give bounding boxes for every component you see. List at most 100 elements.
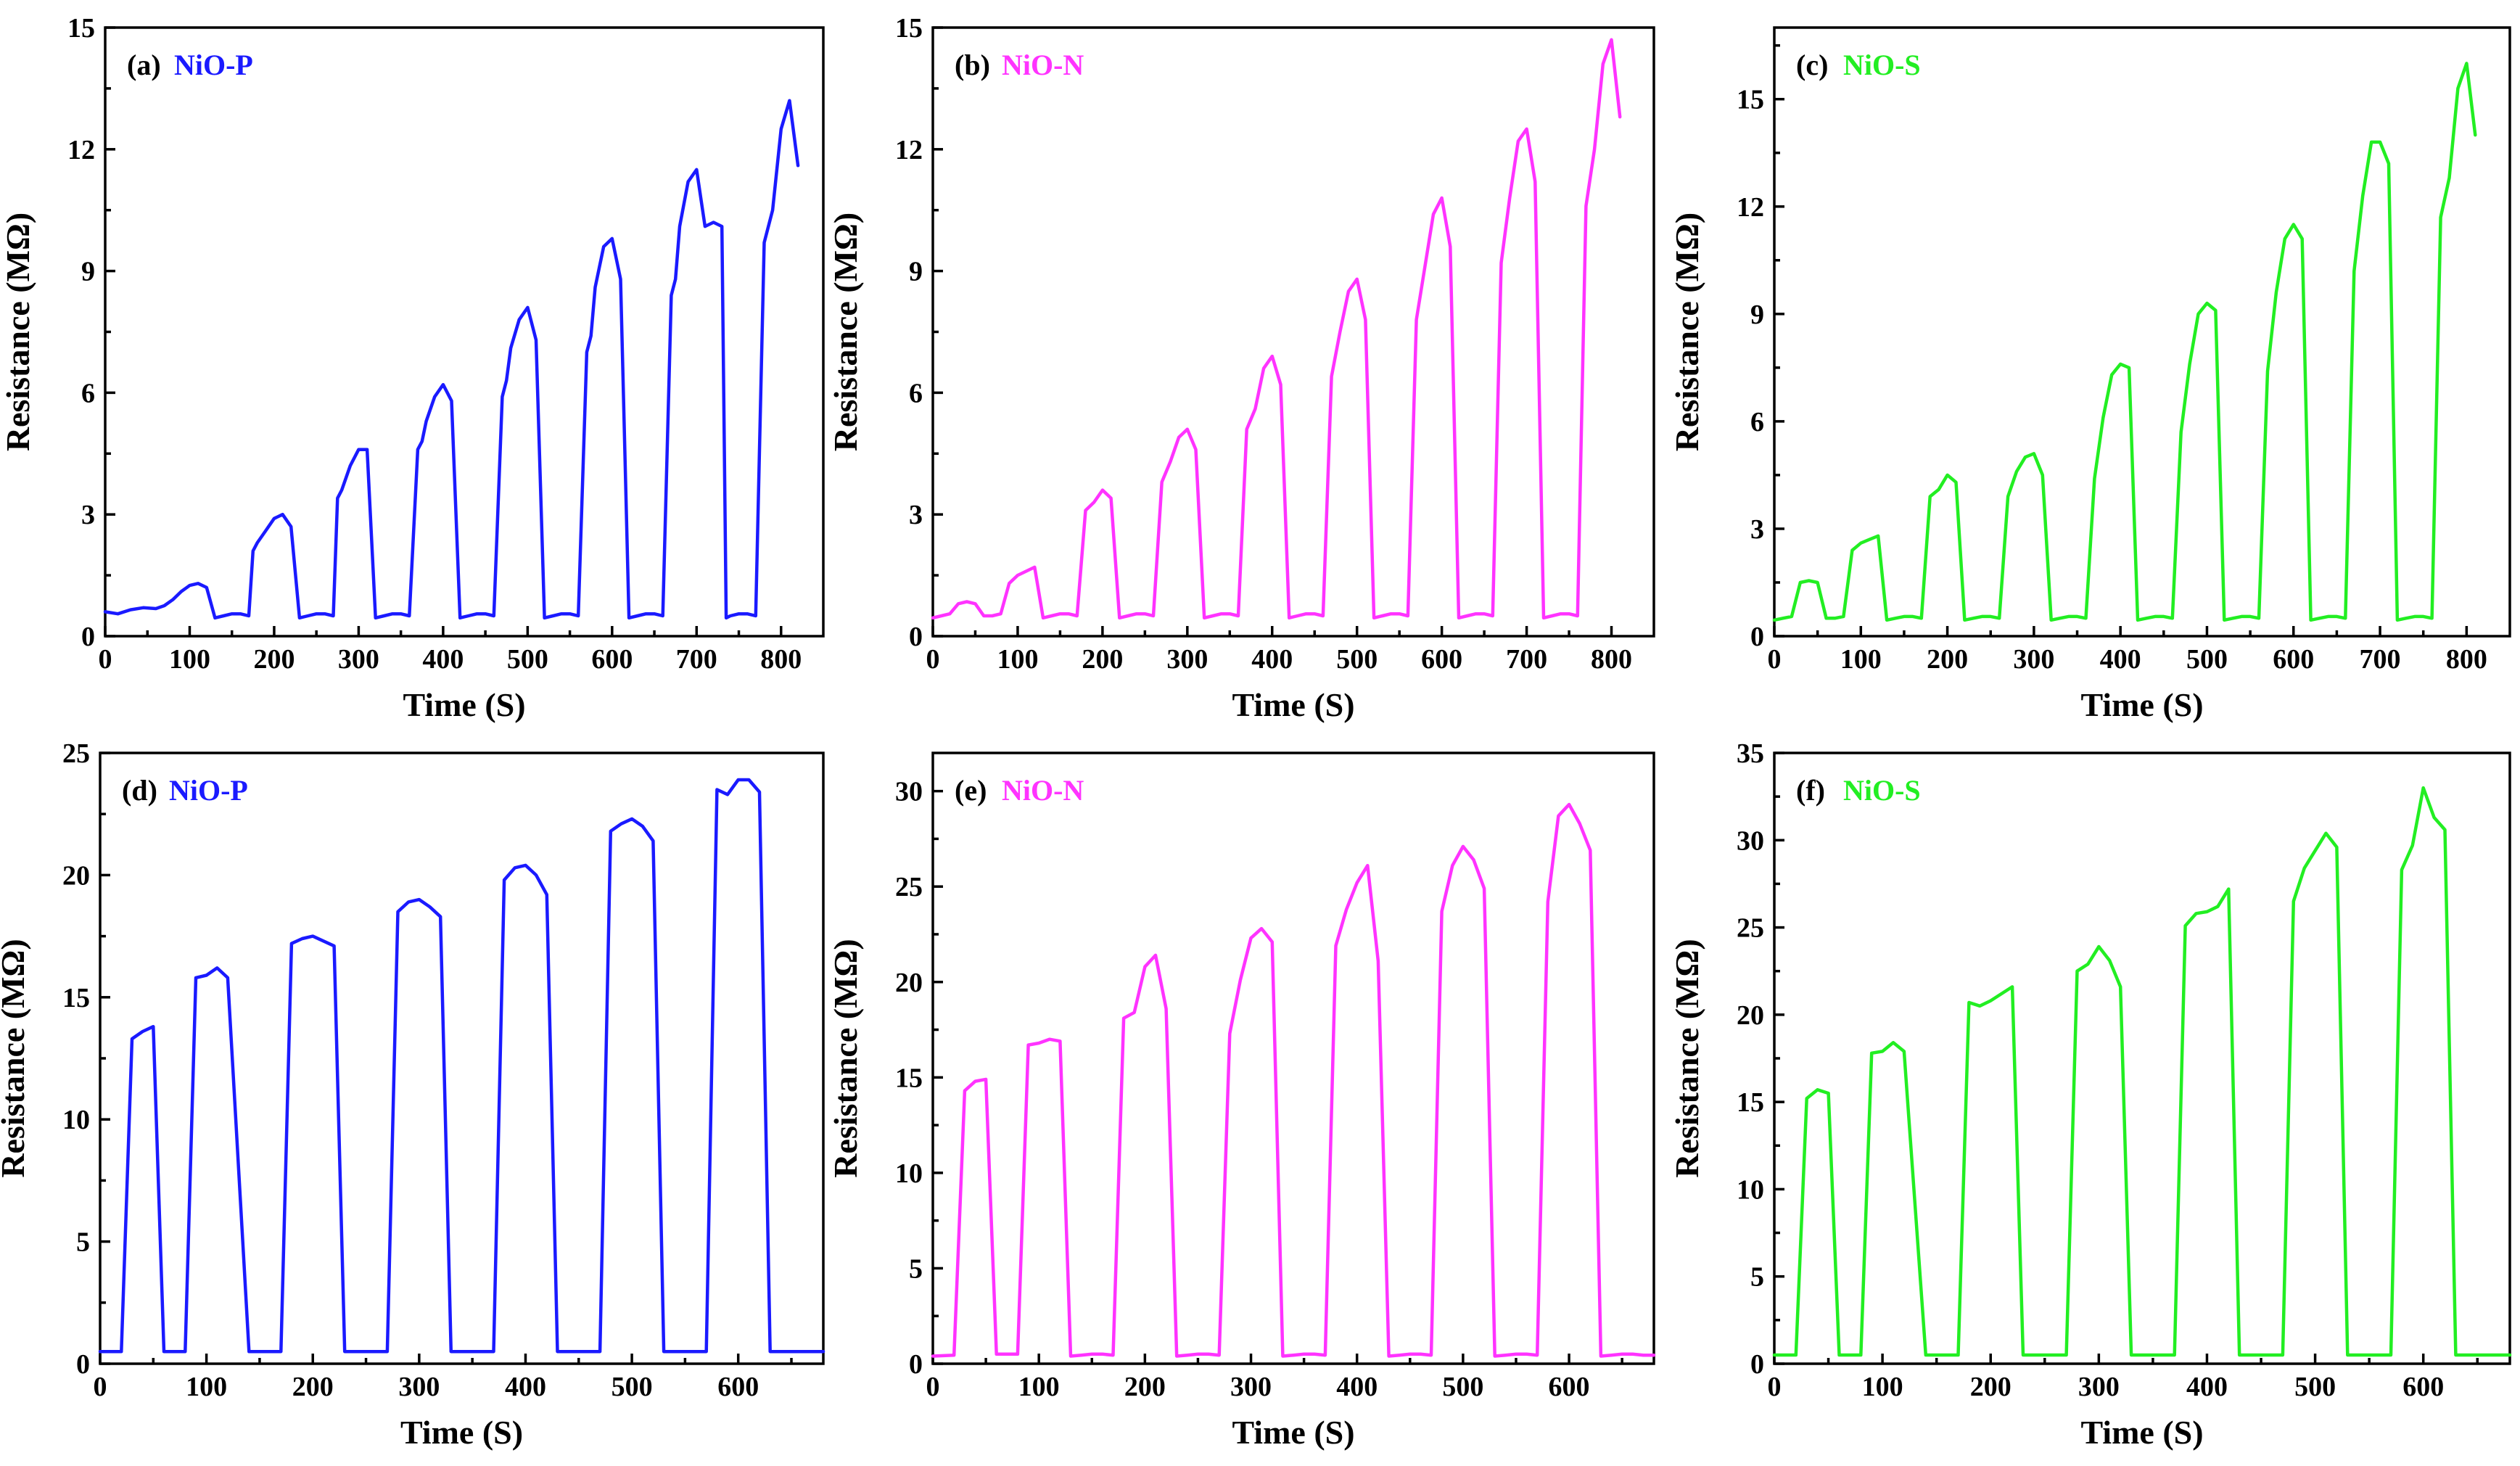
plot-frame [1773,26,2511,638]
y-tick-label: 30 [1737,825,1764,856]
y-tick-label: 0 [81,622,95,652]
y-tick-label: 9 [1750,300,1764,330]
y-tick-label: 20 [1737,1000,1764,1031]
x-tick-label: 200 [1970,1372,2012,1402]
y-tick-label: 5 [909,1253,923,1284]
chart-panel-6: 0 100 200 300 400 500 600 0 5 10 15 20 25 30 35 Time (S… [1668,738,2512,1451]
x-tick-label: 0 [94,1372,107,1402]
series-line-nio-p [98,778,825,1354]
x-axis-label: Time (S) [403,686,525,723]
series-name-label: NiO-S [1843,774,1921,807]
x-tick-label: 500 [612,1372,653,1402]
y-tick-label: 12 [67,135,95,165]
x-tick-label: 800 [1591,644,1632,675]
y-tick-label: 3 [81,500,95,530]
x-tick-label: 0 [99,644,112,675]
series-name-label: NiO-P [169,774,248,807]
panel-tag: (b) [955,49,990,81]
x-axis-label: Time (S) [1232,686,1354,723]
y-tick-label: 25 [62,738,90,769]
panel-tag: (d) [122,774,157,807]
y-tick-label: 20 [895,968,923,998]
x-tick-label: 500 [1442,1372,1483,1402]
series-name-label: NiO-N [1002,49,1084,81]
series-line-nio-n [931,802,1656,1358]
y-tick-label: 35 [1737,738,1764,769]
series-line-nio-p [103,99,800,620]
series-line-nio-n [931,38,1622,620]
chart-panel-5: 0 100 200 300 400 500 600 0 5 10 15 20 25 30 Time (S) R… [827,751,1656,1451]
x-tick-label: 400 [2100,644,2141,675]
y-axis-label: Resistance (MΩ) [827,213,864,451]
y-tick-label: 25 [895,872,923,902]
plot-frame [1773,751,2511,1365]
x-tick-label: 500 [1336,644,1378,675]
x-tick-label: 100 [1840,644,1882,675]
x-tick-label: 100 [1862,1372,1903,1402]
x-tick-label: 600 [2273,644,2314,675]
x-tick-label: 600 [591,644,633,675]
y-axis-label: Resistance (MΩ) [0,213,36,451]
y-tick-label: 15 [62,983,90,1013]
x-tick-label: 600 [2402,1372,2444,1402]
series-name-label: NiO-P [174,49,253,81]
x-tick-label: 300 [1166,644,1208,675]
y-tick-label: 9 [909,257,923,287]
y-axis-label: Resistance (MΩ) [1668,213,1705,451]
x-axis-label: Time (S) [1232,1414,1354,1451]
y-tick-label: 10 [895,1158,923,1189]
x-tick-label: 400 [2186,1372,2228,1402]
series-line-nio-s [1772,62,2477,622]
chart-panel-1: 0 100 200 300 400 500 600 700 800 0 3 6 9 12 15 Time (S… [0,13,825,723]
y-tick-label: 30 [895,777,923,807]
x-tick-label: 100 [169,644,210,675]
panel-tag: (c) [1796,49,1828,81]
x-tick-label: 500 [2294,1372,2336,1402]
y-tick-label: 6 [909,378,923,408]
y-tick-label: 25 [1737,913,1764,944]
x-axis-label: Time (S) [400,1414,523,1451]
chart-panel-2: 0 100 200 300 400 500 600 700 800 0 3 6 9 12 15 Time (S… [827,13,1655,723]
x-tick-label: 600 [1421,644,1462,675]
x-tick-label: 600 [1549,1372,1590,1402]
series-name-label: NiO-N [1002,774,1084,807]
x-tick-label: 400 [1336,1372,1378,1402]
x-axis-label: Time (S) [2080,686,2203,723]
x-tick-label: 200 [1082,644,1123,675]
chart-panel-3: 0 100 200 300 400 500 600 700 800 0 3 6 9 12 15 Time (S… [1668,26,2511,723]
y-tick-label: 0 [909,1349,923,1380]
y-tick-label: 0 [1750,622,1764,652]
y-tick-label: 15 [895,13,923,44]
x-tick-label: 200 [292,1372,334,1402]
y-axis-label: Resistance (MΩ) [827,939,864,1177]
x-tick-label: 300 [338,644,379,675]
x-tick-label: 400 [505,1372,546,1402]
panel-tag: (f) [1796,774,1825,807]
x-tick-label: 100 [997,644,1038,675]
x-tick-label: 500 [2186,644,2228,675]
y-tick-label: 15 [1737,85,1764,115]
x-tick-label: 500 [507,644,548,675]
x-tick-label: 0 [926,644,940,675]
x-tick-label: 300 [2078,1372,2120,1402]
y-axis-label: Resistance (MΩ) [1668,939,1705,1177]
y-tick-label: 3 [1750,514,1764,545]
y-axis-label: Resistance (MΩ) [0,939,31,1177]
y-tick-label: 15 [895,1063,923,1093]
x-tick-label: 400 [1251,644,1293,675]
y-tick-label: 0 [909,622,923,652]
x-tick-label: 200 [253,644,295,675]
plot-frame [931,751,1655,1365]
x-axis-label: Time (S) [2080,1414,2203,1451]
x-tick-label: 700 [676,644,717,675]
panel-tag: (e) [955,774,987,807]
x-tick-label: 300 [1230,1372,1272,1402]
x-tick-label: 200 [1124,1372,1166,1402]
plot-frame [104,26,825,638]
chart-panel-4: 0 100 200 300 400 500 600 0 5 10 15 20 25 Time (S) Res… [0,738,825,1451]
y-tick-label: 0 [76,1349,90,1380]
y-tick-label: 5 [1750,1262,1764,1293]
y-tick-label: 0 [1750,1349,1764,1380]
x-tick-label: 700 [2360,644,2401,675]
